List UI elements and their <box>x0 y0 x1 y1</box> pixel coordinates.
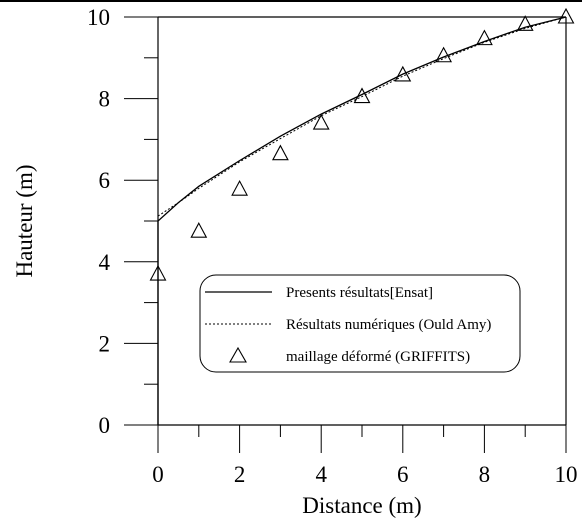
triangle-marker <box>149 264 167 281</box>
dotted-series-line <box>157 16 567 217</box>
y-tick-label: 2 <box>99 331 111 356</box>
triangle-marker <box>557 7 575 24</box>
triangle-marker <box>231 180 249 196</box>
x-axis-label: Distance (m) <box>302 493 421 518</box>
y-tick-label: 8 <box>99 87 111 112</box>
legend: Presents résultats[Ensat] Résultats numé… <box>199 274 521 373</box>
x-tick-label: 10 <box>555 462 578 487</box>
triangle-marker <box>312 113 330 130</box>
x-tick-label: 4 <box>315 462 327 487</box>
y-tick-label: 6 <box>99 168 111 193</box>
triangle-marker <box>271 144 289 161</box>
triangle-marker <box>394 65 412 82</box>
legend-label-series-2: Résultats numériques (Ould Amy) <box>286 317 491 333</box>
legend-label-series-3: maillage déformé (GRIFFITS) <box>286 349 470 365</box>
x-axis: 0 2 4 6 8 10 <box>152 425 578 487</box>
legend-box <box>199 274 521 373</box>
x-tick-label: 8 <box>479 462 491 487</box>
x-tick-label: 0 <box>152 462 164 487</box>
triangle-marker <box>353 87 371 104</box>
triangle-marker <box>475 29 493 46</box>
triangle-marker <box>516 15 534 31</box>
triangle-marker <box>435 46 453 63</box>
y-tick-label: 10 <box>87 5 110 30</box>
y-tick-label: 4 <box>99 250 111 275</box>
x-tick-label: 6 <box>397 462 409 487</box>
series-layer <box>149 7 575 425</box>
legend-label-series-1: Presents résultats[Ensat] <box>286 285 433 301</box>
y-axis: 0 2 4 6 8 10 <box>87 5 158 438</box>
triangle-marker <box>190 222 208 238</box>
x-tick-label: 2 <box>234 462 246 487</box>
legend-triangle-marker <box>229 346 247 363</box>
y-tick-label: 0 <box>99 413 111 438</box>
y-axis-label: Hauteur (m) <box>12 164 37 277</box>
